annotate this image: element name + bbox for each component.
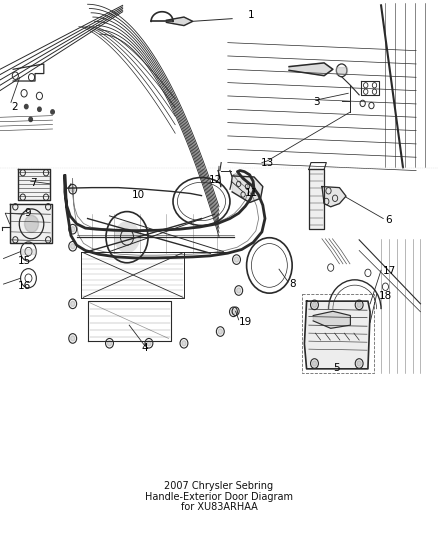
Text: 16: 16 <box>18 281 31 291</box>
Circle shape <box>312 302 317 308</box>
Circle shape <box>357 302 361 308</box>
Circle shape <box>357 361 361 366</box>
Text: 1: 1 <box>247 10 254 20</box>
Polygon shape <box>18 169 50 200</box>
Text: 2: 2 <box>11 102 18 111</box>
Text: 9: 9 <box>24 208 31 218</box>
Polygon shape <box>322 187 346 207</box>
Circle shape <box>107 341 112 346</box>
Circle shape <box>234 257 239 262</box>
Text: 8: 8 <box>289 279 296 288</box>
Circle shape <box>218 329 223 334</box>
Polygon shape <box>336 67 347 74</box>
Circle shape <box>71 301 75 306</box>
Text: 3: 3 <box>313 98 320 107</box>
Polygon shape <box>304 301 370 369</box>
Text: Handle-Exterior Door Diagram: Handle-Exterior Door Diagram <box>145 492 293 502</box>
Circle shape <box>231 309 236 314</box>
Circle shape <box>25 215 39 232</box>
Circle shape <box>71 227 75 232</box>
Text: 11: 11 <box>245 189 258 198</box>
Circle shape <box>38 107 41 111</box>
Text: 5: 5 <box>333 363 339 373</box>
Polygon shape <box>313 311 350 328</box>
Circle shape <box>71 187 75 192</box>
Text: 4: 4 <box>141 343 148 353</box>
Circle shape <box>237 288 241 293</box>
Text: 2007 Chrysler Sebring: 2007 Chrysler Sebring <box>164 481 274 491</box>
Circle shape <box>25 104 28 109</box>
Text: 12: 12 <box>208 175 222 185</box>
Text: 19: 19 <box>239 318 252 327</box>
Polygon shape <box>10 204 52 243</box>
Circle shape <box>182 341 186 346</box>
Text: 15: 15 <box>18 256 31 266</box>
Circle shape <box>29 117 32 122</box>
Text: 13: 13 <box>261 158 274 167</box>
Polygon shape <box>289 63 333 76</box>
Circle shape <box>71 244 75 249</box>
Circle shape <box>312 361 317 366</box>
Text: 17: 17 <box>383 266 396 276</box>
Text: 10: 10 <box>131 190 145 200</box>
Circle shape <box>114 221 140 253</box>
Polygon shape <box>166 17 193 26</box>
Circle shape <box>71 336 75 341</box>
Text: 6: 6 <box>385 215 392 224</box>
Polygon shape <box>232 176 263 203</box>
Text: 18: 18 <box>379 291 392 301</box>
Text: 7: 7 <box>30 179 36 188</box>
Circle shape <box>51 110 54 114</box>
Text: for XU83ARHAA: for XU83ARHAA <box>180 503 258 512</box>
Circle shape <box>147 341 151 346</box>
Polygon shape <box>309 169 324 229</box>
